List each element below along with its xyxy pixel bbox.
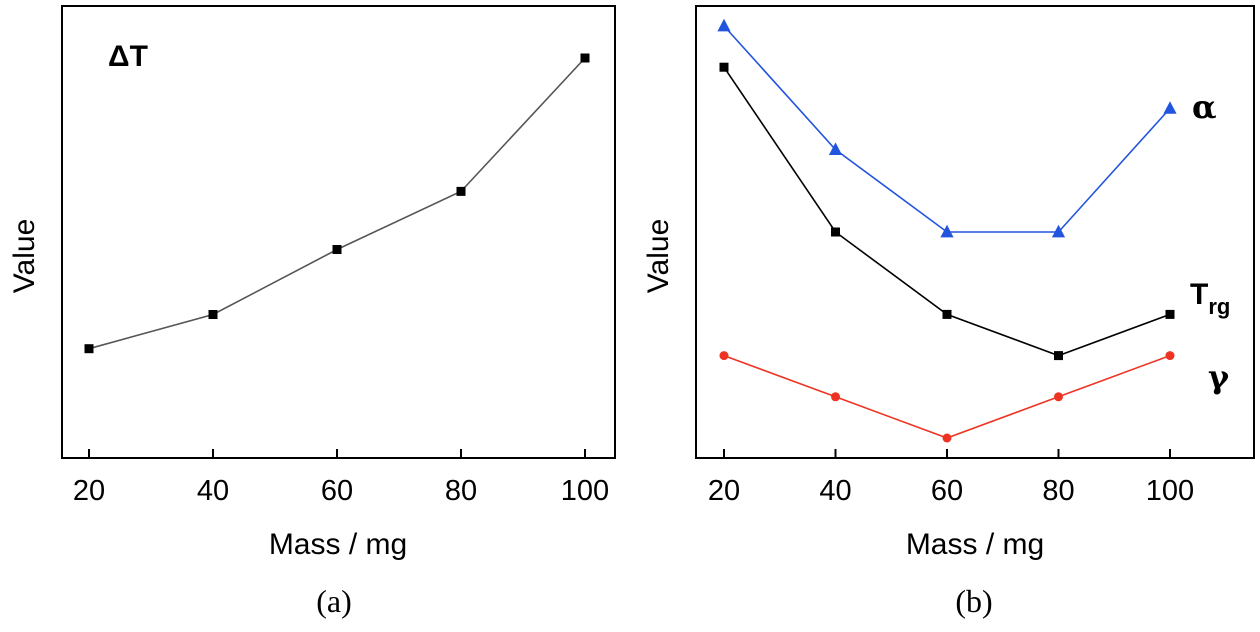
panel-a-y-axis-label: Value [8, 219, 41, 294]
data-point-gamma [719, 351, 729, 361]
data-point-alpha [1051, 224, 1066, 238]
panel-b-x-tick-label: 80 [1042, 475, 1074, 507]
series-line-alpha [723, 25, 1171, 233]
panel-b-x-tick-label: 20 [708, 475, 740, 507]
series-label-trg-subscript: rg [1208, 294, 1230, 319]
data-point-trg [1054, 351, 1063, 361]
series-label-alpha: α [1192, 88, 1217, 126]
panel-a-x-tick-label: 100 [561, 475, 609, 507]
panel-a-x-tick-label: 60 [321, 475, 353, 507]
data-point-delta-t [208, 310, 218, 319]
data-point-delta-t [332, 245, 342, 255]
data-point-delta-t [456, 186, 466, 196]
panel-a-markers [84, 53, 590, 354]
panel-a-x-tick-label: 40 [197, 475, 229, 507]
panel-a-x-ticks: 20 40 60 80 100 [73, 449, 609, 507]
panel-a-caption: (a) [316, 583, 352, 619]
panel-b-x-axis-label: Mass / mg [906, 528, 1044, 561]
panel-a-chart: 20 40 60 80 100 ΔT Value Mass / mg (a) [8, 5, 616, 619]
data-point-trg [719, 62, 729, 72]
data-point-alpha [940, 224, 954, 238]
series-line-delta-t [88, 57, 586, 350]
panel-b-x-tick-label: 40 [819, 475, 851, 507]
data-point-alpha [1163, 101, 1177, 114]
data-point-trg [1165, 309, 1175, 319]
data-point-gamma [831, 392, 840, 402]
panel-a-x-tick-label: 80 [445, 475, 477, 507]
data-point-alpha [717, 18, 731, 32]
panel-b-x-tick-label: 60 [931, 475, 963, 507]
panel-a-plot-frame [61, 5, 616, 459]
data-point-trg [831, 227, 840, 237]
series-label-gamma: γ [1208, 358, 1230, 396]
data-point-alpha [828, 142, 843, 155]
panel-b-plot-frame [695, 5, 1255, 459]
panel-a-series-lines [88, 57, 586, 350]
data-point-delta-t [84, 344, 94, 354]
data-point-delta-t [580, 53, 590, 63]
panel-b-y-axis-label: Value [642, 219, 675, 294]
panel-b-x-ticks: 20 40 60 80 100 [708, 449, 1194, 507]
panel-b-chart: 20 40 60 80 100 α Trg γ Value Mass / mg (b) [642, 5, 1255, 619]
panel-b-x-tick-label: 100 [1146, 475, 1194, 507]
panel-a-x-tick-label: 20 [73, 475, 105, 507]
data-point-gamma [942, 433, 952, 443]
panel-a-x-axis-label: Mass / mg [269, 528, 407, 561]
series-label-trg: Trg [1190, 278, 1230, 319]
data-point-gamma [1054, 392, 1063, 402]
series-label-trg-main: T [1190, 278, 1208, 311]
panel-b-caption: (b) [955, 583, 992, 619]
data-point-gamma [1165, 351, 1175, 361]
series-line-gamma [723, 354, 1171, 439]
data-point-trg [942, 309, 952, 319]
panel-a-delta-t-label: ΔT [108, 40, 148, 73]
panel-b-markers [717, 18, 1177, 443]
